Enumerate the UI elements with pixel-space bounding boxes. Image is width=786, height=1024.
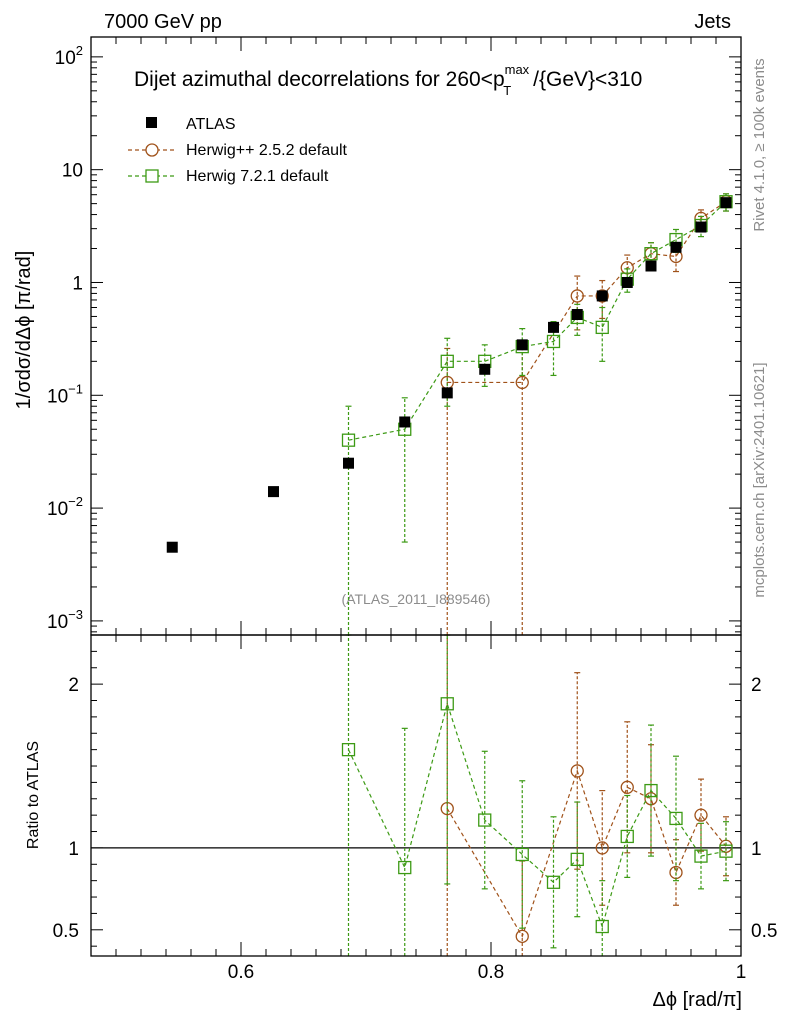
- rivet-label: Rivet 4.1.0, ≥ 100k events: [751, 58, 768, 231]
- ratio-herwigpp-point: [595, 841, 609, 855]
- herwigpp-point: [570, 289, 584, 303]
- herwigpp-point: [515, 375, 529, 390]
- atlas-point: [516, 339, 528, 351]
- ratio-herwig7-point: [341, 742, 356, 757]
- ratio-tick-label-right: 1: [751, 839, 762, 860]
- ratio-herwig7-point: [570, 852, 584, 867]
- chart-title: Dijet azimuthal decorrelations for 260<p…: [134, 62, 642, 98]
- atlas-point: [399, 416, 411, 428]
- herwig7-point: [341, 433, 356, 447]
- atlas-point: [166, 541, 178, 553]
- legend: ATLAS Herwig++ 2.5.2 default Herwig 7.2.…: [128, 116, 348, 185]
- ratio-herwigpp-point: [694, 808, 708, 822]
- atlas-point: [343, 457, 354, 469]
- legend-label-herwigpp: Herwig++ 2.5.2 default: [186, 142, 348, 159]
- ratio-tick-label: 0.5: [53, 921, 79, 942]
- y-tick-label: 10: [62, 161, 83, 182]
- ratio-herwig7-point: [478, 813, 492, 827]
- herwig7-point: [595, 320, 609, 335]
- ratio-ylabel: Ratio to ATLAS: [25, 741, 42, 849]
- header-process: Jets: [694, 11, 731, 33]
- ratio-herwig7-point: [440, 697, 454, 711]
- ratio-panel-frame: [90, 634, 742, 957]
- atlas-point: [720, 197, 732, 209]
- ratio-herwig7-point: [546, 875, 561, 889]
- y-tick-label: 10−2: [47, 494, 83, 520]
- ratio-herwig7-point: [644, 783, 658, 798]
- ratio-tick-label: 2: [68, 675, 79, 696]
- ratio-herwig7-point: [620, 829, 634, 844]
- mcplots-label: mcplots.cern.ch [arXiv:2401.10621]: [751, 362, 768, 597]
- main-ylabel: 1/σdσ/dΔϕ [π/rad]: [13, 251, 35, 410]
- ratio-tick-label-right: 0.5: [751, 921, 777, 942]
- ratio-herwig7-point: [515, 847, 529, 862]
- ratio-herwigpp-line: [446, 769, 727, 938]
- atlas-point: [479, 363, 491, 375]
- legend-marker-atlas: [146, 117, 157, 128]
- ratio-herwigpp-point: [570, 764, 584, 778]
- ratio-herwig7-point: [398, 860, 412, 875]
- header-energy: 7000 GeV pp: [104, 11, 222, 33]
- herwig7-point: [440, 354, 454, 368]
- atlas-point: [695, 221, 707, 233]
- y-tick-label: 1: [72, 273, 83, 294]
- ratio-tick-label: 1: [68, 839, 79, 860]
- atlas-point: [670, 241, 682, 253]
- atlas-point: [571, 309, 583, 321]
- herwig7-point: [546, 334, 561, 349]
- xlabel: Δϕ [rad/π]: [653, 989, 743, 1011]
- x-tick-label: 1: [736, 962, 747, 983]
- atlas-point: [268, 486, 279, 498]
- legend-marker-herwig7: [145, 169, 159, 183]
- legend-label-atlas: ATLAS: [186, 116, 236, 133]
- ratio-herwig7-point: [595, 919, 609, 934]
- atlas-point: [645, 260, 657, 272]
- ratio-herwig7-point: [719, 844, 733, 858]
- ratio-herwigpp-point: [620, 780, 634, 794]
- atlas-point: [548, 321, 559, 333]
- legend-marker-herwigpp: [145, 143, 159, 157]
- y-tick-label: 10−1: [47, 381, 83, 407]
- analysis-watermark: (ATLAS_2011_I889546): [342, 591, 491, 607]
- atlas-point: [596, 290, 608, 302]
- ratio-herwigpp-point: [515, 929, 529, 943]
- y-tick-label: 102: [55, 43, 83, 69]
- ratio-herwig7-point: [694, 849, 708, 863]
- ratio-tick-label-right: 2: [751, 675, 762, 696]
- y-tick-label: 10−3: [47, 607, 83, 633]
- atlas-point: [441, 387, 453, 399]
- ratio-herwig7-point: [669, 811, 683, 826]
- legend-label-herwig7: Herwig 7.2.1 default: [186, 168, 329, 185]
- x-tick-label: 0.8: [478, 962, 504, 983]
- herwig7-point: [644, 247, 658, 261]
- atlas-point: [621, 276, 633, 288]
- herwigpp-point: [595, 289, 609, 303]
- x-tick-label: 0.6: [228, 962, 254, 983]
